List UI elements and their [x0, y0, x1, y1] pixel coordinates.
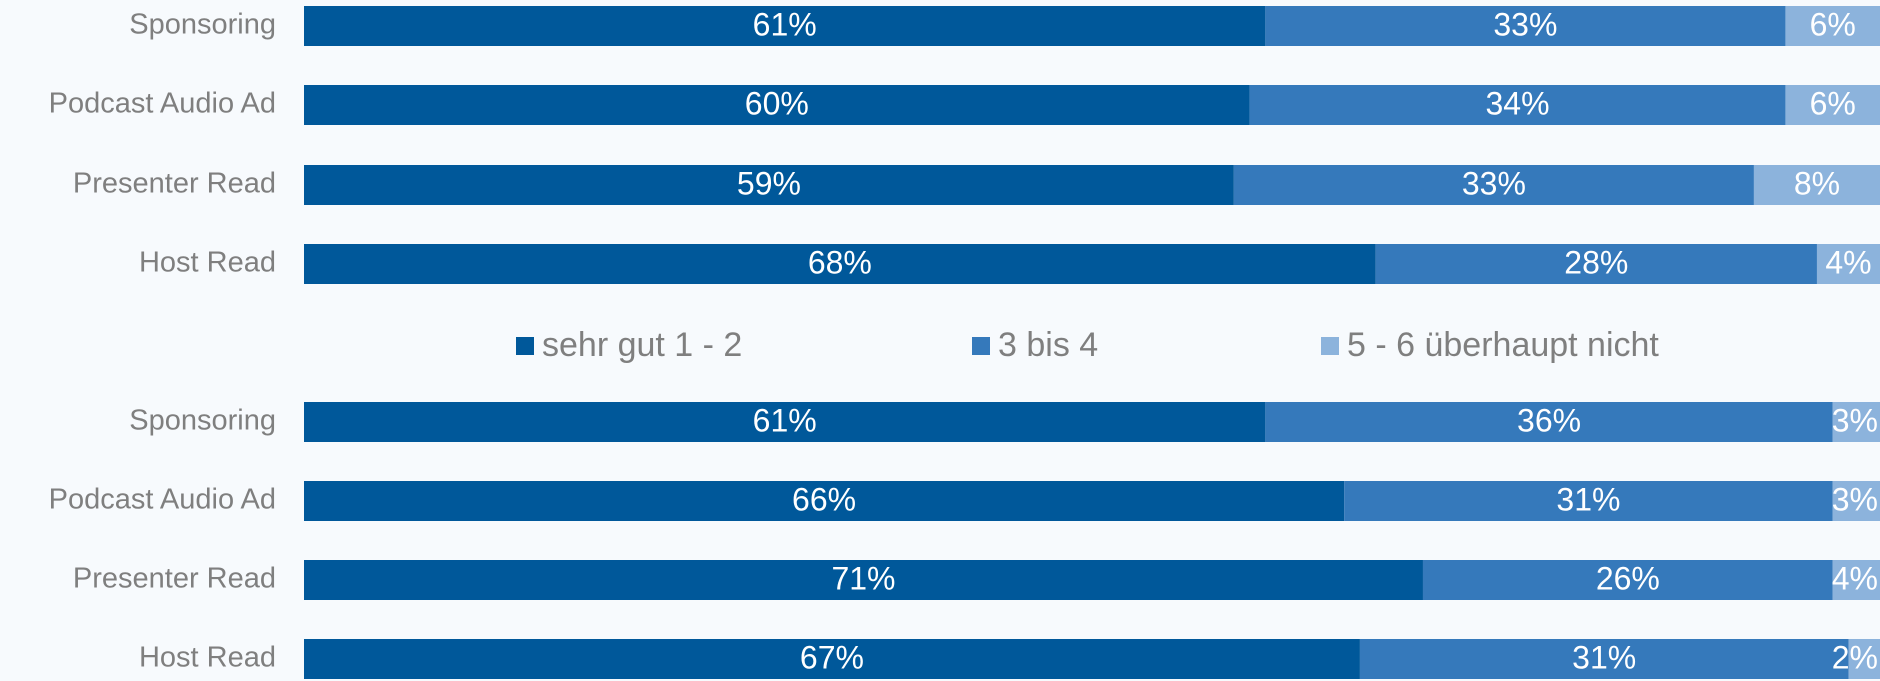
bar-segment [1753, 165, 1880, 205]
category-label: Presenter Read [73, 563, 276, 595]
value-label: 3% [1832, 481, 1878, 517]
value-label: 61% [753, 6, 817, 42]
value-label: 28% [1564, 244, 1628, 280]
bar-segment [1848, 639, 1880, 679]
category-label: Host Read [139, 642, 276, 674]
bar-segment [304, 244, 1376, 284]
bar-segment [304, 402, 1266, 442]
category-label: Podcast Audio Ad [49, 88, 276, 120]
value-label: 67% [800, 639, 864, 675]
value-label: 31% [1556, 481, 1620, 517]
legend-swatch [516, 337, 534, 355]
legend-label: 5 - 6 überhaupt nicht [1347, 326, 1659, 364]
category-label: Podcast Audio Ad [49, 484, 276, 516]
bar-segment [1785, 85, 1880, 125]
bar-segment [304, 165, 1234, 205]
bar-segment [1344, 481, 1833, 521]
bar-segment [1422, 560, 1833, 600]
bar-segment [1359, 639, 1849, 679]
value-label: 59% [737, 165, 801, 201]
value-label: 6% [1810, 85, 1856, 121]
bar-segment [304, 560, 1423, 600]
value-label: 34% [1485, 85, 1549, 121]
value-label: 26% [1596, 560, 1660, 596]
category-label: Presenter Read [73, 168, 276, 200]
bar-segment [1785, 6, 1880, 46]
bar-segment [1832, 481, 1880, 521]
value-label: 33% [1462, 165, 1526, 201]
bar-segment [1832, 560, 1880, 600]
value-label: 31% [1572, 639, 1636, 675]
value-label: 6% [1810, 6, 1856, 42]
bar-segment [304, 6, 1266, 46]
bar-segment [1265, 6, 1786, 46]
value-label: 4% [1825, 244, 1871, 280]
bar-segment [304, 481, 1345, 521]
value-label: 3% [1832, 402, 1878, 438]
value-label: 68% [808, 244, 872, 280]
bar-segment [1265, 402, 1833, 442]
bar-segment [304, 85, 1250, 125]
bar-segment [1816, 244, 1880, 284]
value-label: 60% [745, 85, 809, 121]
legend-label: 3 bis 4 [998, 326, 1098, 364]
value-label: 33% [1493, 6, 1557, 42]
value-label: 36% [1517, 402, 1581, 438]
bar-segment [1233, 165, 1754, 205]
legend-swatch [972, 337, 990, 355]
legend-label: sehr gut 1 - 2 [542, 326, 742, 364]
value-label: 61% [753, 402, 817, 438]
value-label: 4% [1832, 560, 1878, 596]
bar-segment [1249, 85, 1786, 125]
value-label: 66% [792, 481, 856, 517]
bar-segment [1832, 402, 1880, 442]
category-label: Sponsoring [129, 9, 276, 41]
value-label: 71% [831, 560, 895, 596]
category-label: Host Read [139, 247, 276, 279]
value-label: 2% [1832, 639, 1878, 675]
bar-segment [1375, 244, 1817, 284]
bar-segment [304, 639, 1360, 679]
value-label: 8% [1794, 165, 1840, 201]
legend-swatch [1321, 337, 1339, 355]
category-label: Sponsoring [129, 405, 276, 437]
